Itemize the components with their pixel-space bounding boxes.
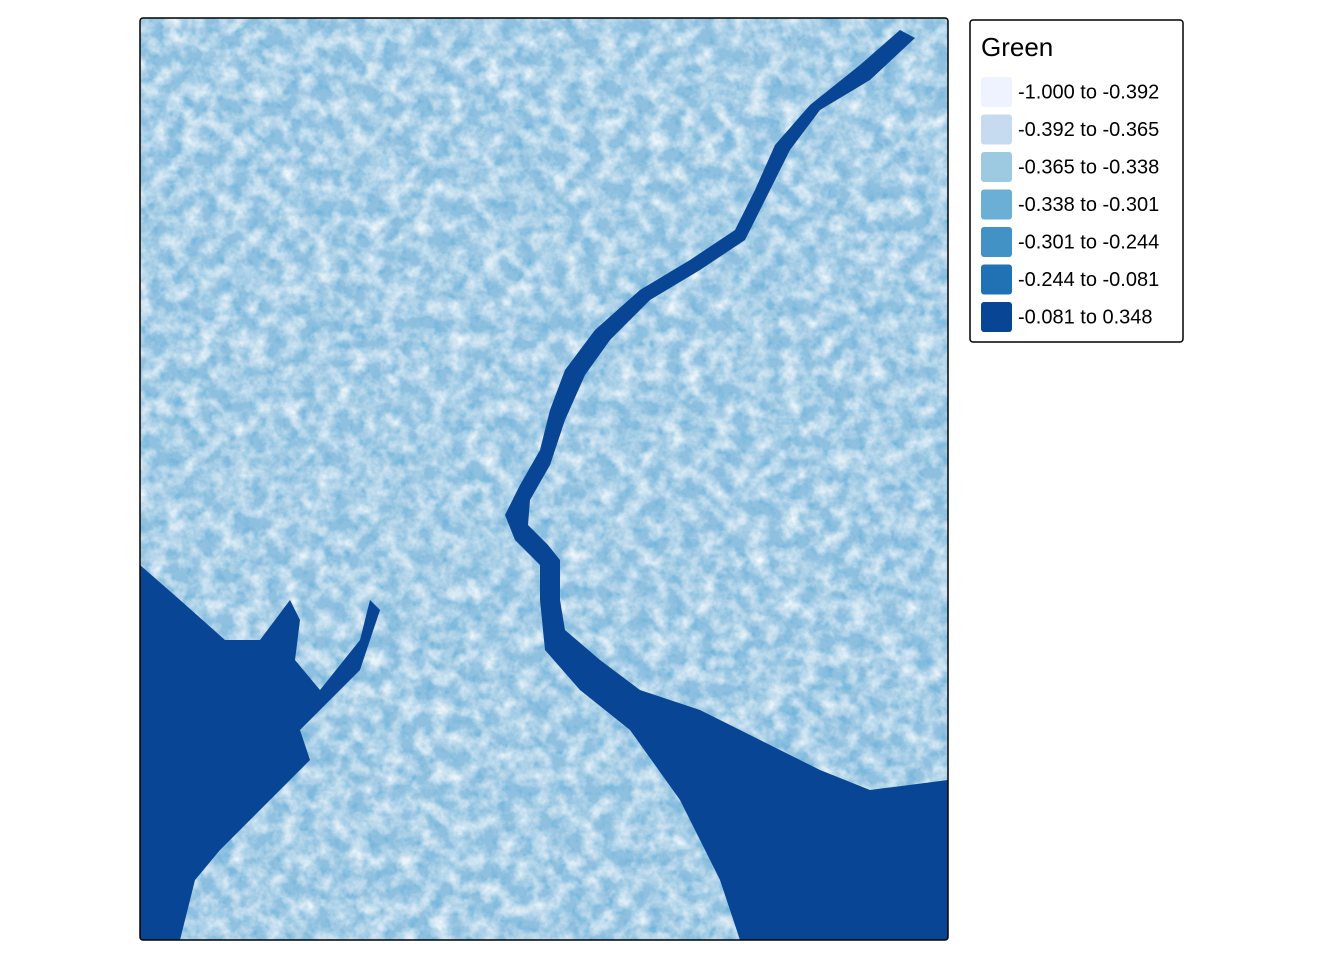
- raster: [140, 18, 948, 940]
- legend-swatch: [981, 189, 1012, 220]
- map-frame: [139, 17, 949, 941]
- legend-swatch: [981, 264, 1012, 295]
- bay-inlet: [205, 650, 280, 720]
- chesapeake-bay: [140, 565, 380, 940]
- legend-swatch: [981, 152, 1012, 182]
- legend-swatch: [981, 227, 1012, 257]
- legend: Green -1.000 to -0.392 -0.392 to -0.365 -0…: [969, 19, 1184, 343]
- legend-box: [969, 19, 1184, 343]
- legend-label: -0.392 to -0.365: [1018, 119, 1159, 141]
- legend-label: -0.081 to 0.348: [1018, 306, 1153, 328]
- legend-title: Green: [981, 32, 1053, 62]
- legend-label: -0.338 to -0.301: [1018, 194, 1159, 216]
- legend-swatch: [981, 302, 1012, 332]
- legend-label: -0.365 to -0.338: [1018, 156, 1159, 178]
- legend-swatch: [981, 114, 1012, 145]
- legend-label: -0.244 to -0.081: [1018, 269, 1159, 291]
- delaware-river: [505, 30, 948, 940]
- legend-label: -0.301 to -0.244: [1018, 231, 1159, 253]
- legend-swatch: [981, 77, 1012, 107]
- legend-label: -1.000 to -0.392: [1018, 81, 1159, 103]
